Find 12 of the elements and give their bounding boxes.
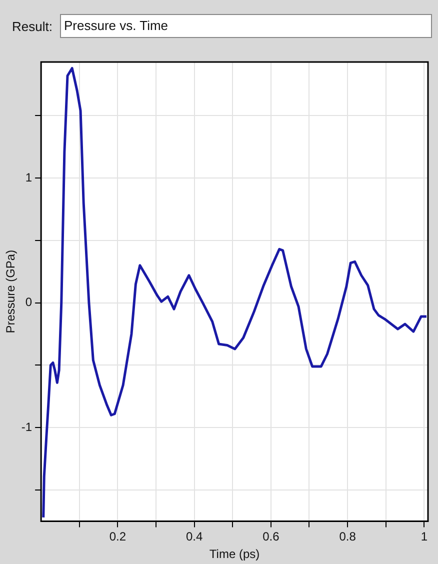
y-tick-label: 1 xyxy=(25,170,32,184)
x-axis-title: Time (ps) xyxy=(209,547,260,562)
x-tick-label: 0.2 xyxy=(109,530,126,544)
x-tick-label: 0.4 xyxy=(186,530,203,544)
chart-title: Pressure vs. Time xyxy=(60,14,432,38)
y-axis-title: Pressure (GPa) xyxy=(4,250,18,334)
x-tick-label: 0.6 xyxy=(262,530,280,544)
x-tick-label: 1 xyxy=(420,530,428,544)
y-tick-label: 0 xyxy=(25,295,32,310)
y-tick-label: -1 xyxy=(21,420,32,434)
x-tick-label: 0.8 xyxy=(339,530,356,544)
text: Result: xyxy=(12,19,52,34)
